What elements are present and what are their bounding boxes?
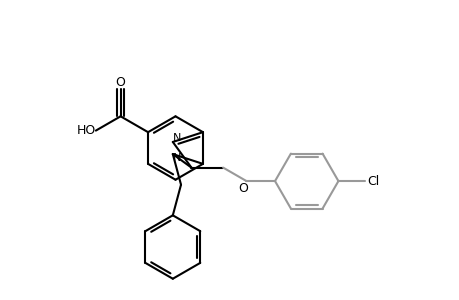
- Text: O: O: [238, 182, 248, 194]
- Text: N: N: [172, 133, 180, 143]
- Text: O: O: [115, 76, 125, 89]
- Text: N: N: [172, 153, 180, 163]
- Text: Cl: Cl: [366, 175, 379, 188]
- Text: HO: HO: [76, 124, 95, 137]
